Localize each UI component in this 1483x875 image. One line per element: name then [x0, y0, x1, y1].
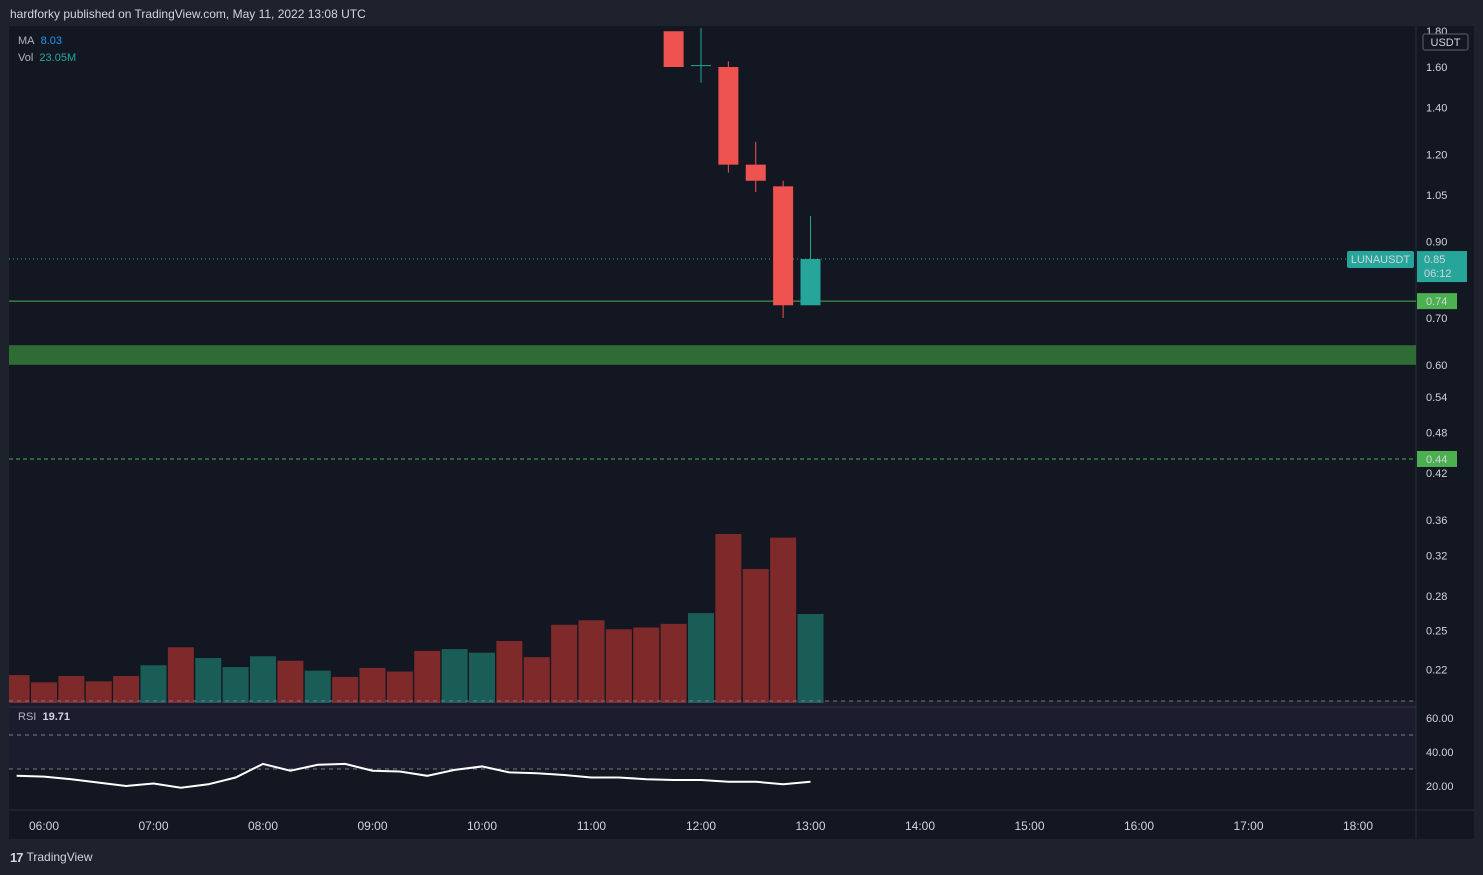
- price-tick-label: 0.48: [1426, 428, 1447, 440]
- brand-name: TradingView: [26, 850, 93, 864]
- candle-body: [773, 186, 794, 306]
- time-tick-label: 13:00: [795, 819, 825, 833]
- level-price-label: 0.74: [1426, 296, 1447, 308]
- time-tick-label: 09:00: [357, 819, 387, 833]
- price-tick-label: 0.32: [1426, 551, 1447, 563]
- volume-bar: [9, 675, 30, 703]
- price-tick-label: 0.22: [1426, 664, 1447, 676]
- price-tick-label: 0.25: [1426, 626, 1447, 638]
- ma-label: MA: [18, 35, 35, 47]
- volume-bar: [414, 650, 441, 703]
- candle-body: [800, 259, 821, 306]
- price-tick-label: 1.60: [1426, 62, 1447, 74]
- volume-bar: [797, 614, 824, 703]
- rsi-tick-label: 20.00: [1426, 781, 1454, 793]
- publish-header: hardforky published on TradingView.com, …: [10, 7, 366, 21]
- volume-bar: [770, 537, 797, 703]
- price-tick-label: 0.36: [1426, 515, 1447, 527]
- vol-label: Vol: [18, 52, 34, 64]
- footer-brand[interactable]: 17 TradingView: [10, 849, 93, 865]
- currency-box: [1422, 33, 1469, 51]
- symbol-tag: LUNAUSDT: [1351, 254, 1411, 266]
- support-zone: [9, 345, 1416, 365]
- volume-bar: [58, 676, 85, 703]
- volume-bar: [441, 649, 468, 703]
- volume-bar: [167, 647, 194, 703]
- volume-bar: [660, 623, 687, 703]
- vol-legend: Vol 23.05M: [18, 50, 76, 67]
- price-tick-label: 1.20: [1426, 149, 1447, 161]
- bar-countdown: 06:12: [1424, 268, 1452, 280]
- price-tick-label: 0.42: [1426, 468, 1447, 480]
- time-tick-label: 11:00: [577, 819, 606, 833]
- candle-body: [745, 164, 766, 181]
- volume-bar: [332, 676, 359, 703]
- price-tick-label: 0.90: [1426, 237, 1447, 249]
- time-tick-label: 14:00: [905, 819, 935, 833]
- volume-bar: [469, 652, 495, 703]
- currency-label: USDT: [1431, 37, 1461, 49]
- level-price-label: 0.44: [1426, 454, 1447, 466]
- volume-bar: [277, 660, 304, 703]
- volume-bar: [85, 681, 112, 703]
- volume-bar: [605, 629, 632, 703]
- time-tick-label: 07:00: [138, 819, 168, 833]
- time-tick-label: 12:00: [686, 819, 716, 833]
- level-price-box: [1417, 450, 1457, 467]
- time-tick-label: 10:00: [467, 819, 497, 833]
- volume-bar: [496, 640, 523, 703]
- volume-bar: [31, 682, 57, 703]
- main-legend: MA 8.03 Vol 23.05M: [18, 33, 76, 67]
- volume-bar: [688, 613, 714, 703]
- rsi-tick-label: 60.00: [1426, 713, 1454, 725]
- volume-bar: [222, 667, 249, 703]
- volume-bar: [359, 667, 386, 703]
- rsi-label: RSI: [18, 711, 37, 723]
- rsi-line: [16, 762, 811, 789]
- time-tick-label: 06:00: [29, 819, 59, 833]
- chart-frame[interactable]: 1.80 1.60 1.40 1.20 1.05 0.90 0.70 0.60 0.54 0.48…: [9, 26, 1474, 839]
- rsi-tick-label: 40.00: [1426, 747, 1454, 759]
- volume-bar: [715, 534, 742, 703]
- rsi-value: 19.71: [42, 711, 70, 723]
- rsi-legend: RSI 19.71: [18, 709, 70, 726]
- price-tick-label: 0.70: [1426, 313, 1447, 325]
- chart-canvas[interactable]: 1.801.601.401.201.050.900.700.600.540.48…: [9, 26, 1474, 839]
- volume-bar: [742, 569, 769, 703]
- candle-body: [718, 67, 739, 165]
- volume-bar: [386, 671, 413, 703]
- price-tick-label: 1.05: [1426, 190, 1447, 202]
- vol-value: 23.05M: [39, 52, 77, 64]
- symbol-tag-box: [1347, 251, 1414, 269]
- time-tick-label: 15:00: [1014, 819, 1044, 833]
- volume-bar: [578, 620, 605, 703]
- volume-bar: [140, 665, 167, 703]
- tradingview-logo-icon: 17: [10, 849, 24, 865]
- candle-body: [691, 65, 711, 67]
- volume-bar: [551, 624, 578, 703]
- time-tick-label: 16:00: [1124, 819, 1154, 833]
- price-tick-label: 0.60: [1426, 360, 1447, 372]
- volume-bar: [633, 627, 660, 703]
- ma-legend: MA 8.03: [18, 33, 76, 50]
- time-tick-label: 18:00: [1343, 819, 1373, 833]
- last-price-box: [1417, 251, 1467, 283]
- price-tick-label: 0.54: [1426, 392, 1447, 404]
- candle-body: [663, 31, 684, 67]
- price-tick-label: 0.28: [1426, 591, 1447, 603]
- volume-bar: [113, 676, 140, 703]
- time-tick-label: 08:00: [248, 819, 278, 833]
- level-price-box: [1417, 293, 1457, 310]
- volume-bar: [195, 658, 222, 703]
- last-price-label: 0.85: [1424, 254, 1445, 266]
- ma-value: 8.03: [40, 35, 63, 47]
- price-tick-label: 1.40: [1426, 103, 1447, 115]
- volume-bar: [304, 670, 331, 703]
- volume-bar: [523, 657, 550, 703]
- volume-bar: [250, 656, 276, 703]
- time-tick-label: 17:00: [1233, 819, 1263, 833]
